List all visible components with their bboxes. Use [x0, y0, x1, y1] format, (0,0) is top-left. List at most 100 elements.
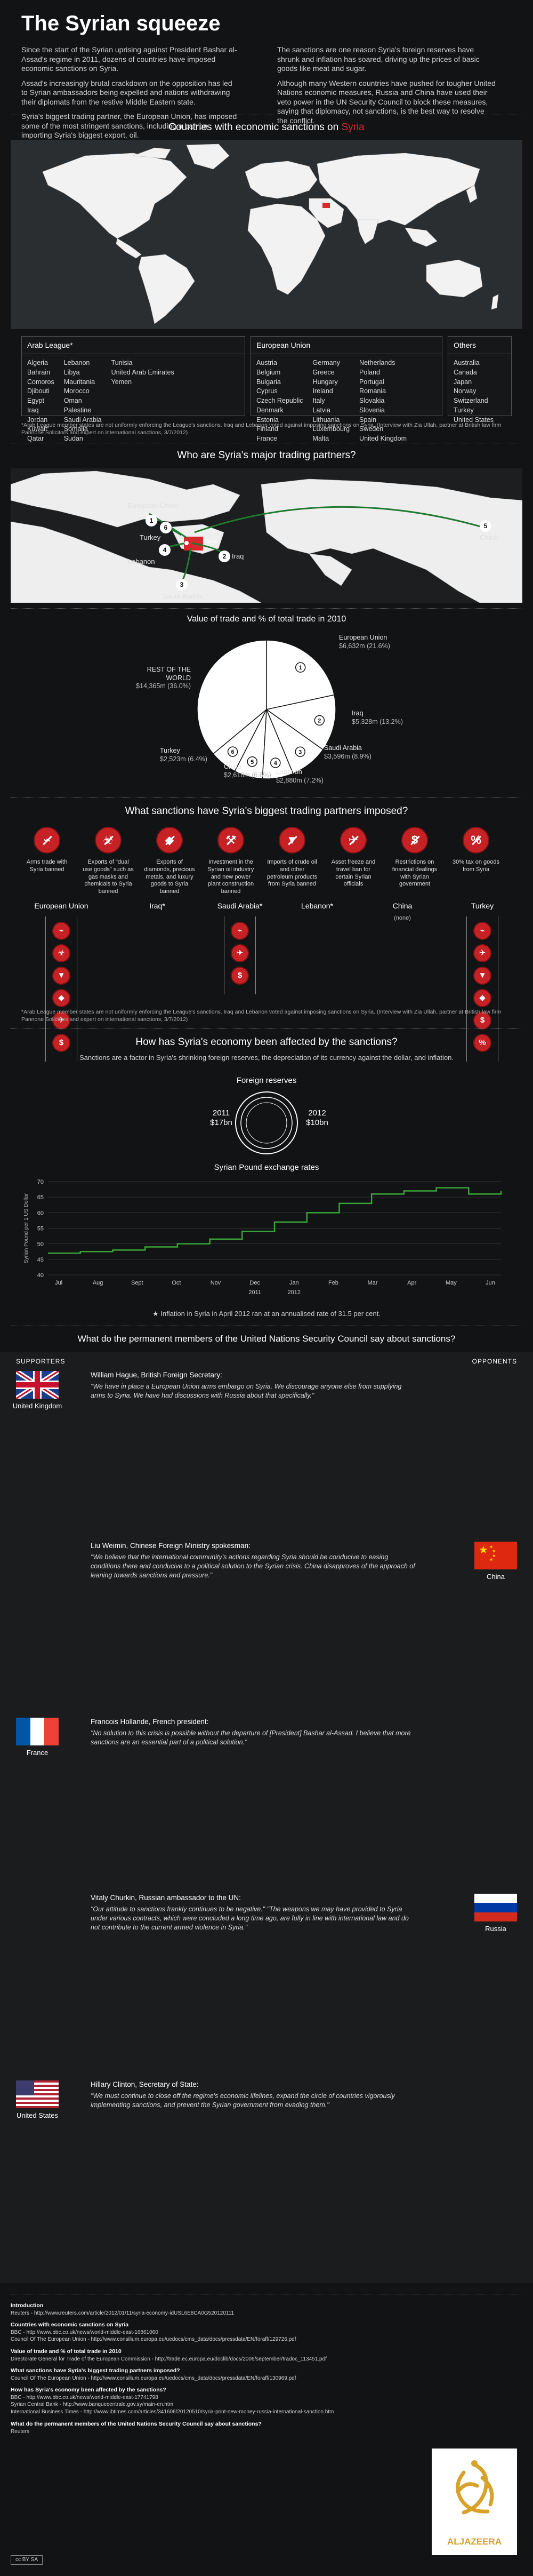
- economy-title: How has Syria's economy been affected by…: [135, 1036, 398, 1048]
- pie-slice-number: 6: [231, 749, 234, 755]
- icon-glyph: ▼: [57, 971, 66, 980]
- reserves-core-circle: [246, 1102, 287, 1144]
- sanction-country-name: Turkey: [471, 902, 494, 910]
- country-name: Belgium: [256, 368, 281, 376]
- sanction-label: Exports of "dual use goods" such as gas …: [83, 859, 134, 895]
- map-marker-iraq: 2: [219, 551, 230, 562]
- arc-china: [194, 506, 483, 533]
- intro-paragraph: Assad's increasingly brutal crackdown on…: [21, 78, 232, 106]
- icon-glyph: ⌁: [59, 926, 64, 935]
- quote-text: "We have in place a European Union arms …: [91, 1383, 402, 1399]
- source-block: Introduction Reuters - http://www.reuters…: [11, 2302, 394, 2317]
- country-name: Estonia: [256, 416, 279, 424]
- sanction-label: Imports of crude oil and other petroleum…: [266, 859, 318, 888]
- sanction-label: Asset freeze and travel ban for certain …: [331, 859, 376, 888]
- source-heading: Introduction: [11, 2302, 44, 2309]
- map-marker-turkey: 6: [160, 522, 172, 533]
- icon-glyph: ✈: [479, 948, 486, 958]
- country-name: Algeria: [27, 359, 48, 366]
- flag-country-label: United States: [16, 2111, 59, 2119]
- y-tick-label: 50: [37, 1241, 44, 1248]
- gun-icon: ⌁: [52, 922, 70, 940]
- country-column: Lebanon Libya Mauritania Morocco Oman Palesti…: [64, 358, 102, 444]
- country-name: Czech Republic: [256, 397, 303, 404]
- country-column: Australia Canada Japan Norway Switzerland Tur…: [454, 358, 494, 425]
- arab-league-box: Arab League* Algeria Bahrain Comoros Djibou…: [21, 336, 245, 442]
- icon-glyph: $: [480, 1016, 485, 1025]
- trading-partners-title: Who are Syria's major trading partners?: [177, 450, 356, 461]
- divider: [11, 608, 522, 609]
- source-line: Syrian Central Bank - http://www.banquec…: [11, 2402, 173, 2407]
- pie-label-name: REST OF THE WORLD: [147, 666, 191, 682]
- sanction-country-name: Lebanon*: [301, 902, 333, 910]
- y-tick-label: 60: [37, 1210, 44, 1216]
- country-name: Finland: [256, 425, 278, 433]
- y-tick-label: 55: [37, 1226, 44, 1232]
- country-column: Netherlands Poland Portugal Romania Slovakia…: [359, 358, 407, 444]
- plane-icon: ✈: [231, 944, 249, 962]
- pie-slice-rest-of-the-world: [197, 640, 267, 755]
- aljazeera-emblem-icon: [456, 2460, 494, 2515]
- diamond-icon: ◆: [473, 989, 491, 1007]
- gas-mask-icon: ☣: [52, 944, 70, 962]
- quote-block: Vitaly Churkin, Russian ambassador to th…: [91, 1894, 416, 1932]
- eu-heading: European Union: [251, 337, 442, 354]
- y-axis-label: Syrian Pound per 1 US Dollar: [23, 1193, 29, 1263]
- plane-icon: ✈: [340, 827, 367, 854]
- country-name: Morocco: [63, 387, 90, 395]
- x-tick-label: Nov: [211, 1280, 221, 1286]
- pie-slice-marker: [247, 756, 257, 767]
- quote-speaker: Vitaly Churkin, Russian ambassador to th…: [91, 1894, 241, 1902]
- intro-paragraph: Since the start of the Syrian uprising a…: [21, 45, 237, 73]
- flag-country-label: United Kingdom: [12, 1402, 62, 1410]
- country-name: Switzerland: [454, 397, 488, 404]
- country-name: Luxembourg: [312, 425, 350, 433]
- quote-speaker: William Hague, British Foreign Secretary…: [91, 1371, 222, 1379]
- reserve-year: 2011: [212, 1108, 230, 1118]
- country-name: Slovakia: [359, 397, 385, 404]
- reserve-value: $10bn: [306, 1118, 328, 1127]
- reserves-title: Foreign reserves: [236, 1076, 297, 1085]
- page-title: The Syrian squeeze: [21, 12, 221, 35]
- y-tick-label: 65: [37, 1194, 44, 1201]
- quote-speaker: Hillary Clinton, Secretary of State:: [91, 2080, 199, 2088]
- icon-glyph: ◆: [479, 993, 486, 1002]
- country-name: Saudi Arabia: [63, 416, 102, 424]
- x-tick-label: Feb: [328, 1280, 338, 1286]
- syria-map-label: Syria: [204, 538, 217, 545]
- pie-label-turkey: Turkey $2,523m (6.4%): [160, 747, 207, 763]
- sanction-country-name: Saudi Arabia*: [217, 902, 263, 910]
- reserve-2012: 2012 $10bn: [293, 1108, 341, 1128]
- intro-left: Since the start of the Syrian uprising a…: [21, 45, 240, 146]
- country-name: Jordan: [27, 416, 48, 424]
- pie-label-value: $2,523m (6.4%): [160, 755, 207, 763]
- x-tick-label: Sept: [131, 1280, 143, 1286]
- country-name: Yemen: [111, 378, 132, 386]
- map-marker-eu: 1: [146, 515, 157, 527]
- flag-country-label: France: [26, 1749, 49, 1757]
- eu-box: European Union Austria Belgium Bulgaria Cyp…: [251, 336, 442, 442]
- country-name: Somalia: [63, 425, 88, 433]
- diamond-icon: ◆: [52, 989, 70, 1007]
- svg-text:★: ★: [489, 1557, 493, 1562]
- country-icon-bracket: [224, 916, 256, 994]
- country-name: United Arab Emirates: [111, 368, 174, 376]
- pie-label-name: Saudi Arabia: [324, 744, 362, 752]
- country-name: United States: [454, 416, 494, 424]
- trading-partners-map: Syria: [11, 468, 522, 603]
- divider: [11, 797, 522, 798]
- sanction-label: 30% tax on goods from Syria: [452, 859, 500, 873]
- source-block: Value of trade and % of total trade in 2…: [11, 2348, 394, 2363]
- source-line: Council Of The European Union - http://w…: [11, 2336, 296, 2342]
- map-marker-saudi: 3: [176, 579, 188, 591]
- sanctions-types-title: What sanctions have Syria's biggest trad…: [125, 806, 408, 817]
- quote-text: "We must continue to close off the regim…: [91, 2092, 395, 2109]
- sanctions-map-title: Countries with economic sanctions on Syr…: [0, 122, 533, 133]
- oil-drop-icon: ▼: [473, 967, 491, 985]
- exchange-title: Syrian Pound exchange rates: [214, 1163, 319, 1172]
- others-list: Australia Canada Japan Norway Switzerland Tur…: [448, 354, 511, 429]
- license-badge: cc BY SA: [11, 2555, 43, 2565]
- trade-value-title: Value of trade and % of total trade in 2…: [187, 615, 346, 624]
- country-name: Comoros: [27, 378, 54, 386]
- x-tick-label: Aug: [93, 1280, 103, 1286]
